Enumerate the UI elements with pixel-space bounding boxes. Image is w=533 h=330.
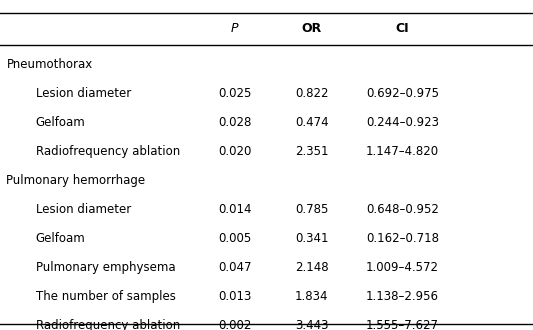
Text: 0.025: 0.025 [218, 87, 251, 100]
Text: Pulmonary emphysema: Pulmonary emphysema [36, 261, 175, 274]
Text: 0.005: 0.005 [218, 232, 251, 245]
Text: 0.013: 0.013 [218, 290, 251, 303]
Text: The number of samples: The number of samples [36, 290, 175, 303]
Text: 0.028: 0.028 [218, 116, 251, 129]
Text: Gelfoam: Gelfoam [36, 232, 85, 245]
Text: Lesion diameter: Lesion diameter [36, 203, 131, 216]
Text: 0.341: 0.341 [295, 232, 328, 245]
Text: 3.443: 3.443 [295, 319, 328, 330]
Text: 0.014: 0.014 [218, 203, 251, 216]
Text: 0.785: 0.785 [295, 203, 328, 216]
Text: 0.474: 0.474 [295, 116, 329, 129]
Text: Pneumothorax: Pneumothorax [6, 58, 93, 71]
Text: Gelfoam: Gelfoam [36, 116, 85, 129]
Text: 1.555–7.627: 1.555–7.627 [366, 319, 439, 330]
Text: Pulmonary hemorrhage: Pulmonary hemorrhage [6, 174, 146, 187]
Text: 0.648–0.952: 0.648–0.952 [366, 203, 439, 216]
Text: 0.244–0.923: 0.244–0.923 [366, 116, 439, 129]
Text: 1.147–4.820: 1.147–4.820 [366, 145, 439, 158]
Text: Lesion diameter: Lesion diameter [36, 87, 131, 100]
Text: 1.138–2.956: 1.138–2.956 [366, 290, 439, 303]
Text: 0.047: 0.047 [218, 261, 251, 274]
Text: 2.148: 2.148 [295, 261, 329, 274]
Text: 0.162–0.718: 0.162–0.718 [366, 232, 439, 245]
Text: 1.009–4.572: 1.009–4.572 [366, 261, 439, 274]
Text: 1.834: 1.834 [295, 290, 328, 303]
Text: OR: OR [302, 21, 322, 35]
Text: 0.002: 0.002 [218, 319, 251, 330]
Text: 2.351: 2.351 [295, 145, 328, 158]
Text: CI: CI [395, 21, 409, 35]
Text: Radiofrequency ablation: Radiofrequency ablation [36, 145, 180, 158]
Text: 0.822: 0.822 [295, 87, 328, 100]
Text: Radiofrequency ablation: Radiofrequency ablation [36, 319, 180, 330]
Text: 0.020: 0.020 [218, 145, 251, 158]
Text: 0.692–0.975: 0.692–0.975 [366, 87, 439, 100]
Text: P: P [231, 21, 238, 35]
